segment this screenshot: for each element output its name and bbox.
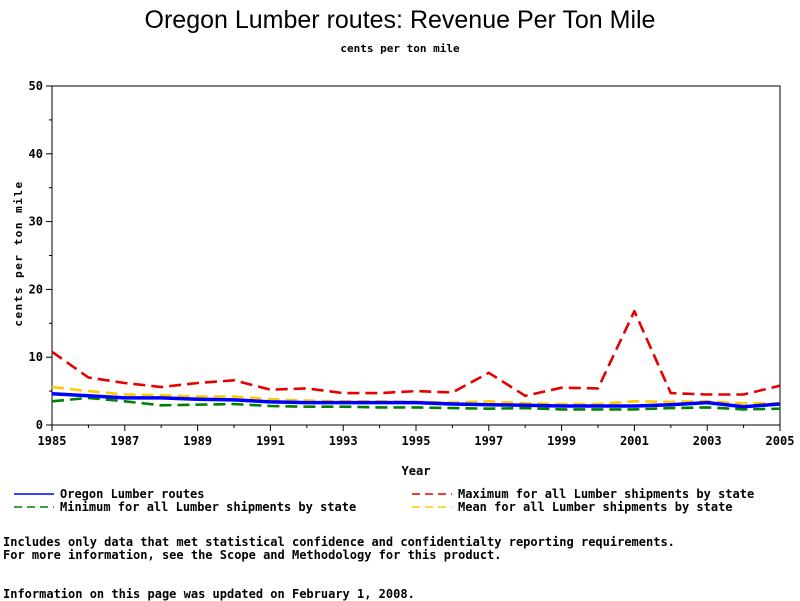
- x-axis-label: Year: [402, 464, 431, 478]
- y-axis-label: cents per ton mile: [12, 180, 25, 326]
- update-notice: Information on this page was updated on …: [3, 587, 415, 601]
- legend-label-oregon: Oregon Lumber routes: [60, 487, 205, 501]
- legend-item-mean: Mean for all Lumber shipments by state: [412, 500, 733, 514]
- y-tick-label: 0: [36, 418, 43, 432]
- x-tick-label: 1991: [256, 434, 285, 448]
- x-tick-label: 1997: [474, 434, 503, 448]
- legend-swatch-minimum: [14, 506, 54, 508]
- legend-item-minimum: Minimum for all Lumber shipments by stat…: [14, 500, 356, 514]
- y-tick-label: 30: [29, 215, 43, 229]
- legend-swatch-mean: [412, 506, 452, 508]
- legend-label-maximum: Maximum for all Lumber shipments by stat…: [458, 487, 755, 501]
- x-tick-label: 1999: [547, 434, 576, 448]
- y-tick-label: 10: [29, 350, 43, 364]
- chart-title: Oregon Lumber routes: Revenue Per Ton Mi…: [144, 6, 656, 34]
- y-tick-label: 50: [29, 79, 43, 93]
- line-chart: 1985 1987 1989 1991 1993 1995 1997 1999 2001 2003…: [12, 79, 795, 478]
- x-tick-label: 2001: [620, 434, 649, 448]
- footnote-methodology: For more information, see the Scope and …: [3, 548, 502, 562]
- legend-item-oregon: Oregon Lumber routes: [14, 487, 205, 501]
- series-line-0: [51, 392, 781, 409]
- legend-label-mean: Mean for all Lumber shipments by state: [458, 500, 733, 514]
- y-tick-label: 40: [29, 147, 43, 161]
- chart-subtitle: cents per ton mile: [340, 42, 460, 55]
- legend-swatch-oregon: [14, 493, 54, 495]
- y-tick-label: 20: [29, 282, 43, 296]
- chart-legend: Oregon Lumber routes Maximum for all Lum…: [0, 487, 800, 517]
- x-tick-label: 1995: [402, 434, 431, 448]
- x-tick-label: 1993: [329, 434, 358, 448]
- plot-area-frame: [51, 85, 781, 426]
- x-tick-label: 2005: [766, 434, 795, 448]
- series-line-2: [51, 396, 781, 411]
- x-tick-label: 1985: [38, 434, 67, 448]
- x-tick-label: 1987: [110, 434, 139, 448]
- legend-item-maximum: Maximum for all Lumber shipments by stat…: [412, 487, 754, 501]
- legend-swatch-maximum: [412, 493, 452, 495]
- footnotes: Includes only data that met statistical …: [3, 536, 675, 562]
- x-tick-label: 1989: [183, 434, 212, 448]
- footnote-confidence: Includes only data that met statistical …: [3, 535, 675, 549]
- series-line-1: [51, 309, 781, 398]
- x-tick-label: 2003: [693, 434, 722, 448]
- legend-label-minimum: Minimum for all Lumber shipments by stat…: [60, 500, 357, 514]
